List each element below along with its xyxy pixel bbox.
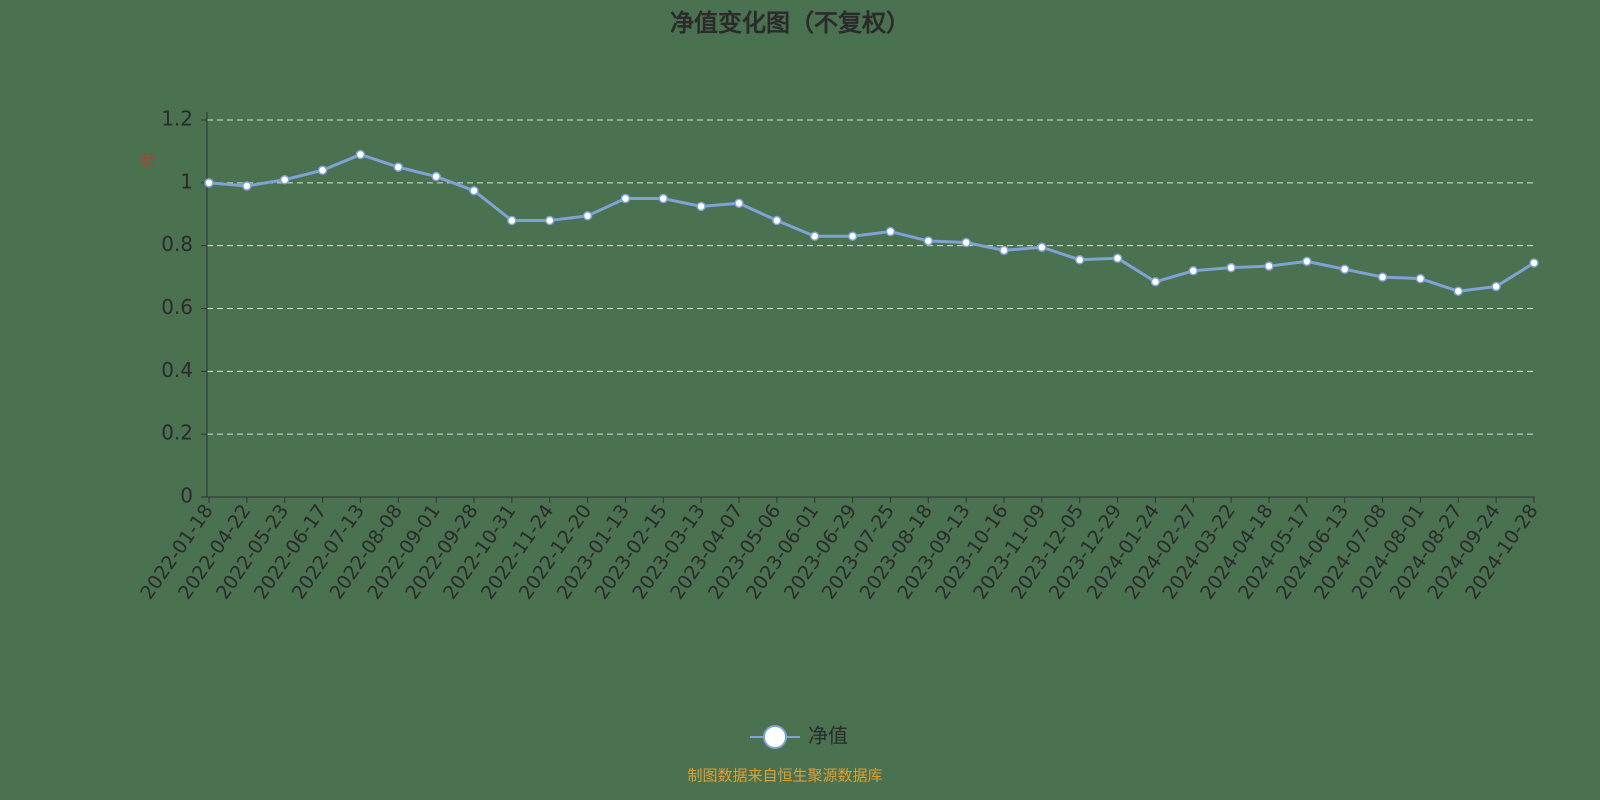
legend-label: 净值	[808, 724, 848, 748]
y-tick-label: 1.2	[161, 107, 193, 131]
data-point	[1339, 264, 1350, 274]
y-tick-label: 0.4	[161, 358, 193, 382]
data-point	[317, 165, 328, 176]
data-point	[961, 237, 971, 248]
data-point	[923, 236, 934, 246]
y-tick-label: 0.8	[161, 232, 193, 256]
data-point	[582, 211, 593, 221]
data-point	[1529, 258, 1539, 268]
legend-marker	[763, 725, 787, 749]
data-point	[431, 171, 441, 182]
data-point	[1037, 242, 1047, 252]
data-point	[847, 231, 858, 241]
chart-title: 净值变化图（不复权）	[670, 9, 910, 37]
y-axis-label: 元	[138, 152, 157, 168]
data-point	[1491, 281, 1501, 292]
y-tick-label: 1	[180, 169, 193, 193]
data-point	[507, 215, 517, 226]
data-point	[885, 226, 896, 237]
data-point	[1074, 255, 1085, 265]
data-point	[242, 181, 252, 191]
data-point	[1150, 277, 1161, 287]
data-point	[658, 193, 669, 204]
data-point	[734, 198, 744, 209]
data-point	[544, 215, 555, 226]
series-line	[208, 153, 1535, 293]
data-point	[1377, 272, 1388, 282]
y-tick-label: 0.6	[161, 295, 193, 319]
data-point	[355, 149, 366, 160]
data-point	[620, 193, 631, 204]
data-point	[1453, 286, 1464, 296]
data-point	[279, 174, 290, 185]
data-point	[393, 162, 404, 172]
y-tick-label: 0.2	[161, 421, 193, 445]
data-point	[1188, 266, 1199, 276]
footer: 制图数据来自恒生聚源数据库	[687, 767, 882, 785]
data-point	[1302, 256, 1312, 267]
data-point	[469, 185, 479, 196]
data-point	[1264, 261, 1274, 271]
data-point	[1112, 253, 1123, 263]
data-point	[696, 201, 706, 212]
data-point	[999, 245, 1009, 256]
y-tick-label: 0	[180, 484, 193, 508]
data-point	[204, 178, 214, 188]
data-point	[772, 215, 782, 226]
data-point	[1226, 262, 1236, 273]
data-point	[1415, 273, 1426, 284]
data-point	[809, 231, 820, 241]
